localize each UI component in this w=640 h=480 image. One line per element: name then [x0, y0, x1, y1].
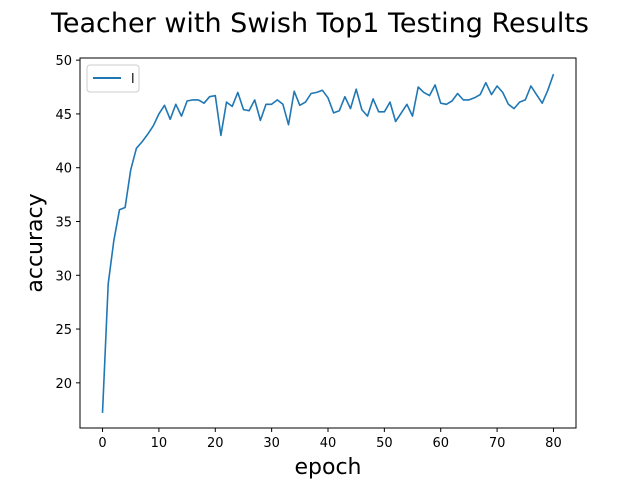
plot-frame: [79, 57, 577, 429]
x-tick-label: 70: [489, 436, 506, 451]
x-tick-label: 0: [98, 436, 106, 451]
x-tick-label: 50: [376, 436, 393, 451]
y-tick-label: 50: [55, 54, 72, 69]
x-tick-label: 10: [151, 436, 168, 451]
series-layer: [101, 73, 555, 413]
y-axis: 20 25 30 35 40 45 50: [55, 54, 80, 392]
x-tick-label: 20: [207, 436, 224, 451]
x-tick-label: 40: [320, 436, 337, 451]
y-tick-label: 40: [55, 162, 72, 177]
legend-label: l: [131, 72, 135, 87]
x-axis: 0 10 20 30 40 50 60 70 80: [98, 428, 562, 451]
y-tick-label: 20: [55, 377, 72, 392]
x-tick-label: 60: [432, 436, 449, 451]
x-axis-title: epoch: [295, 455, 362, 480]
y-tick-label: 45: [55, 108, 72, 123]
y-axis-title: accuracy: [23, 193, 48, 292]
y-tick-label: 25: [55, 323, 72, 338]
chart-title: Teacher with Swish Top1 Testing Results: [50, 8, 589, 39]
y-tick-label: 35: [55, 215, 72, 230]
legend: l: [86, 64, 140, 93]
y-tick-label: 30: [55, 269, 72, 284]
x-tick-label: 80: [545, 436, 562, 451]
x-tick-label: 30: [263, 436, 280, 451]
series-line: [101, 73, 555, 413]
